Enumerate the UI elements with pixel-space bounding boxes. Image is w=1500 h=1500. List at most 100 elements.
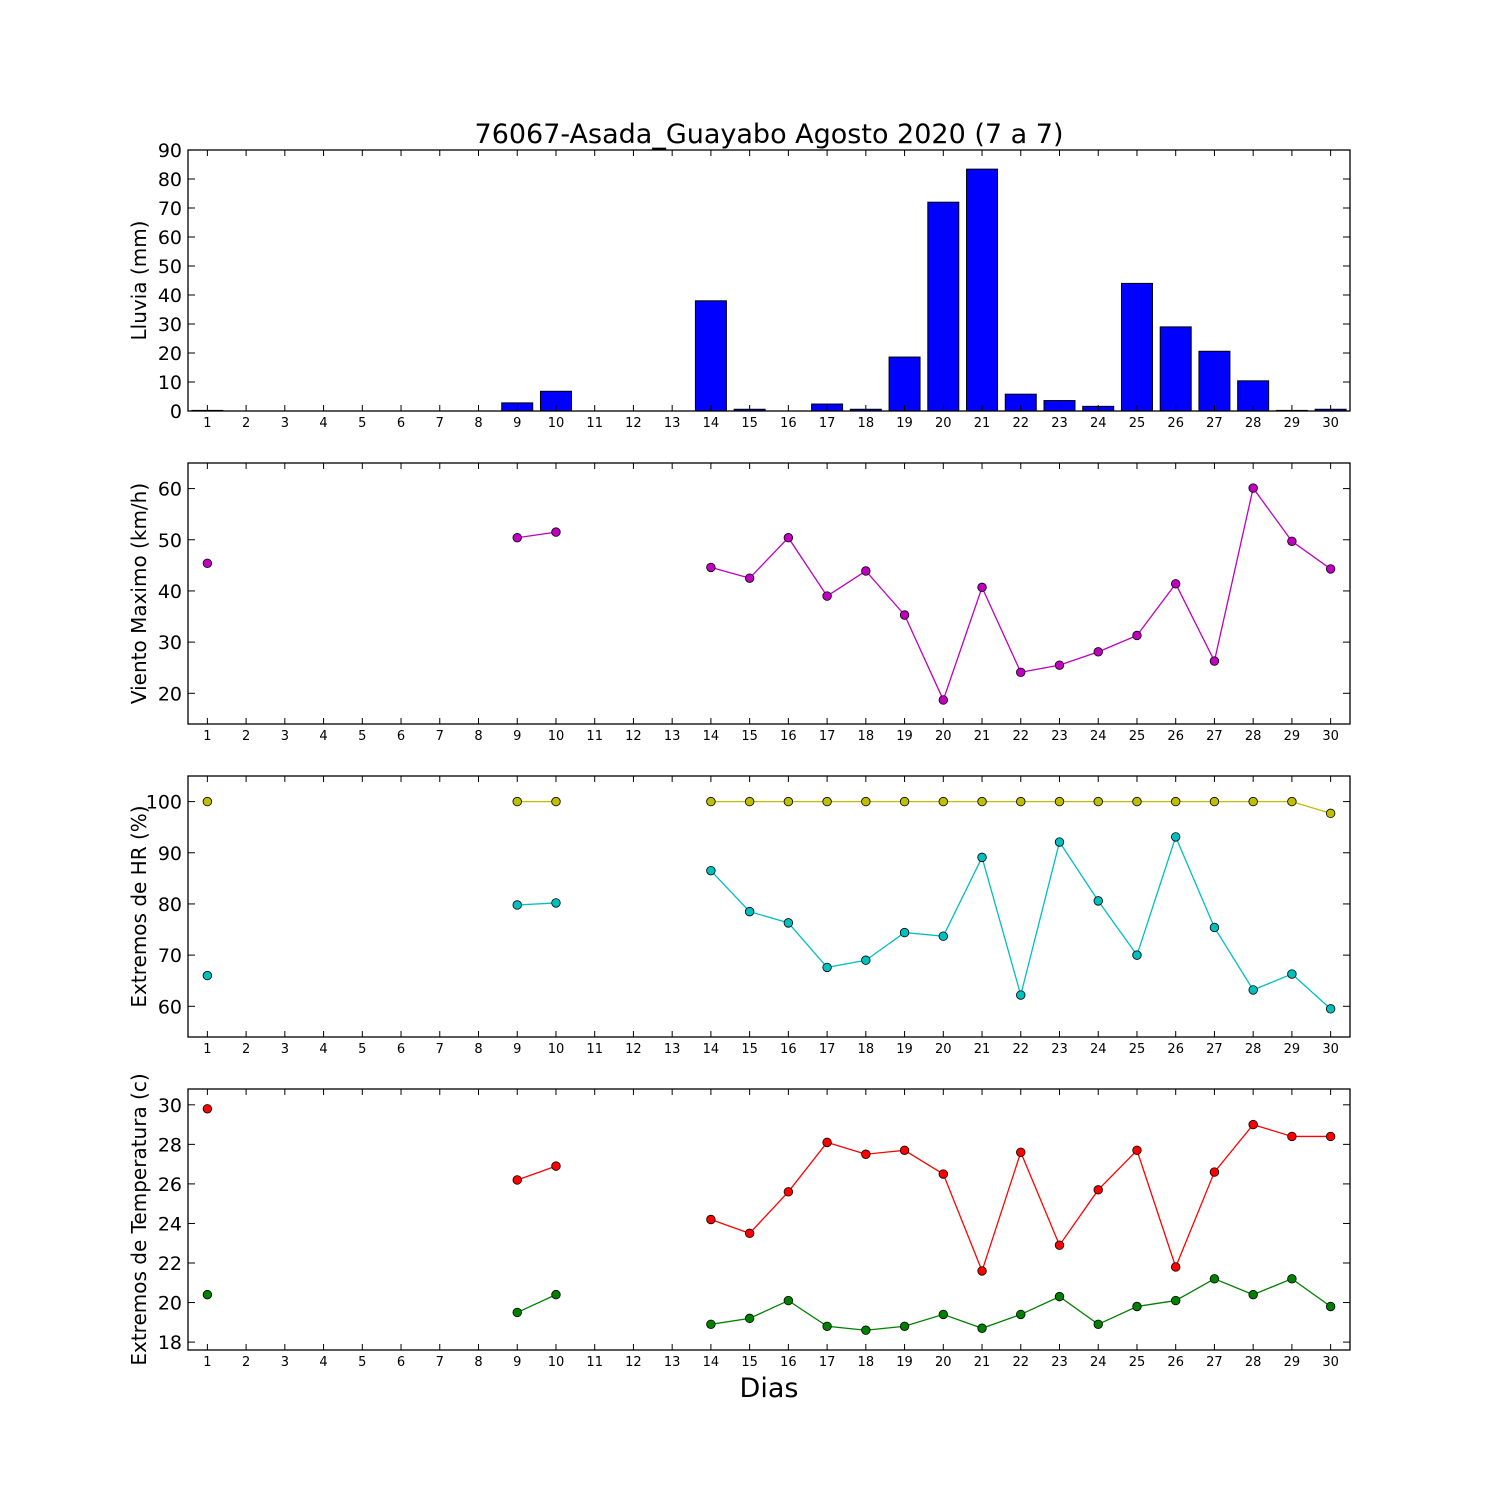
series-2-point-day-27 — [1209, 922, 1220, 933]
plot-frame — [187, 149, 1351, 412]
xtick-label: 4 — [319, 416, 327, 431]
series-1-line — [517, 1165, 557, 1181]
xtick-label: 1 — [203, 416, 211, 431]
ytick-label: 18 — [158, 1332, 182, 1354]
xtick-label: 9 — [513, 729, 521, 744]
xtick-label: 28 — [1245, 1042, 1262, 1057]
bar-day-21 — [966, 168, 999, 412]
xtick-label: 20 — [935, 1042, 952, 1057]
series-1-point-day-24 — [1093, 1185, 1103, 1195]
xtick-label: 9 — [513, 1355, 521, 1370]
series-1-point-day-10 — [551, 1161, 561, 1171]
series-2-point-day-9 — [512, 1307, 522, 1318]
xtick-label: 19 — [896, 1355, 913, 1370]
series-1-point-day-1 — [202, 1104, 213, 1114]
xtick-label: 14 — [703, 729, 720, 744]
xtick-label: 30 — [1322, 1042, 1339, 1057]
series-1-point-day-19 — [899, 610, 910, 620]
series-1-point-day-14 — [706, 796, 716, 807]
series-1-point-day-25 — [1132, 1145, 1142, 1155]
xtick-label: 12 — [625, 1355, 642, 1370]
xtick-label: 3 — [281, 1042, 289, 1057]
series-2-point-day-25 — [1132, 1301, 1142, 1312]
series-1-point-day-14 — [706, 562, 716, 573]
xtick-label: 3 — [281, 416, 289, 431]
series-2-point-day-22 — [1016, 990, 1026, 1000]
series-1-point-day-24 — [1093, 796, 1103, 807]
xtick-label: 18 — [858, 729, 875, 744]
series-2-point-day-29 — [1287, 969, 1297, 979]
xtick-label: 13 — [664, 1042, 681, 1057]
ytick-label: 90 — [158, 843, 182, 865]
xtick-label: 15 — [741, 1355, 758, 1370]
series-2-point-day-15 — [744, 906, 755, 917]
series-2-point-day-17 — [822, 1321, 832, 1331]
xtick-label: 22 — [1012, 1042, 1029, 1057]
xtick-label: 5 — [358, 729, 366, 744]
ytick-label: 50 — [158, 256, 182, 278]
ytick-label: 20 — [158, 683, 182, 705]
xtick-label: 6 — [397, 1355, 405, 1370]
series-1-point-day-20 — [938, 796, 949, 807]
series-1-point-day-17 — [822, 1137, 832, 1148]
xtick-label: 23 — [1051, 416, 1068, 431]
series-1-point-day-1 — [202, 558, 213, 569]
series-1-point-day-18 — [861, 1149, 871, 1159]
series-1-point-day-28 — [1248, 483, 1258, 493]
xtick-label: 15 — [741, 729, 758, 744]
series-2-point-day-26 — [1170, 832, 1181, 842]
xtick-label: 1 — [203, 1355, 211, 1370]
series-1-point-day-21 — [977, 582, 987, 593]
y-axis-label: Extremos de HR (%) — [127, 805, 151, 1007]
xtick-label: 10 — [548, 416, 565, 431]
xtick-label: 20 — [935, 729, 952, 744]
series-2-point-day-25 — [1132, 950, 1142, 960]
ytick-label: 24 — [158, 1213, 182, 1235]
series-2-point-day-19 — [899, 927, 910, 938]
series-1-point-day-1 — [202, 796, 213, 807]
series-2-point-day-23 — [1054, 1291, 1065, 1302]
xtick-label: 25 — [1129, 729, 1146, 744]
series-2-point-day-14 — [706, 865, 716, 876]
xtick-label: 22 — [1012, 729, 1029, 744]
xtick-label: 5 — [358, 1355, 366, 1370]
xtick-label: 2 — [242, 1042, 250, 1057]
series-2-point-day-22 — [1016, 1309, 1026, 1320]
series-1-point-day-27 — [1209, 796, 1220, 807]
xtick-label: 17 — [819, 416, 836, 431]
series-1-point-day-28 — [1248, 1119, 1258, 1130]
series-1-point-day-15 — [744, 796, 755, 807]
ytick-label: 70 — [158, 198, 182, 220]
plot-frame — [187, 1088, 1351, 1351]
series-1-point-day-29 — [1287, 1131, 1297, 1142]
xtick-label: 12 — [625, 416, 642, 431]
series-1-point-day-22 — [1016, 1147, 1026, 1157]
xtick-label: 21 — [974, 1042, 991, 1057]
x-axis-label: Dias — [740, 1373, 799, 1404]
series-1-point-day-17 — [822, 796, 832, 807]
series-1-line — [710, 1123, 1331, 1273]
ytick-label: 0 — [170, 401, 182, 423]
series-1-point-day-19 — [899, 1145, 910, 1155]
series-2-point-day-18 — [861, 955, 871, 965]
xtick-label: 23 — [1051, 1355, 1068, 1370]
series-1-point-day-24 — [1093, 647, 1103, 657]
ytick-label: 90 — [158, 140, 182, 162]
ytick-label: 30 — [158, 632, 182, 654]
series-1-point-day-15 — [744, 573, 755, 583]
xtick-label: 20 — [935, 1355, 952, 1370]
xtick-label: 24 — [1090, 416, 1107, 431]
ytick-label: 22 — [158, 1253, 182, 1275]
series-2-point-day-23 — [1054, 837, 1065, 847]
ytick-label: 20 — [158, 343, 182, 365]
ytick-label: 26 — [158, 1174, 182, 1196]
xtick-label: 19 — [896, 1042, 913, 1057]
xtick-label: 17 — [819, 729, 836, 744]
series-1-point-day-16 — [783, 533, 794, 543]
series-2-point-day-1 — [202, 970, 213, 981]
y-axis-label: Lluvia (mm) — [127, 221, 151, 341]
xtick-label: 7 — [436, 1042, 444, 1057]
xtick-label: 21 — [974, 416, 991, 431]
